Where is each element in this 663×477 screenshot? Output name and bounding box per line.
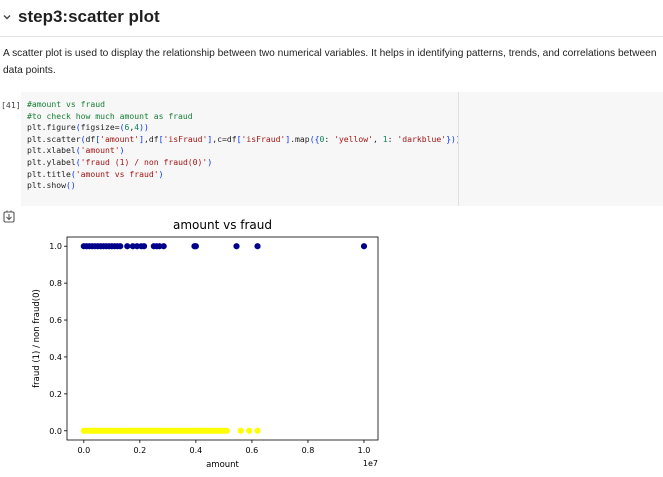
output-toggle-icon[interactable] [3, 210, 15, 223]
y-tick-label: 0.6 [49, 316, 62, 325]
data-point [223, 427, 230, 434]
data-point [237, 427, 244, 434]
code-line: plt.ylabel('fraud (1) / non fraud(0)') [27, 156, 213, 167]
y-tick-label: 0.4 [49, 353, 62, 362]
section-description: A scatter plot is used to display the re… [3, 48, 657, 76]
data-point [117, 243, 124, 250]
data-point [254, 427, 261, 434]
code-cell[interactable]: #amount vs fraud #to check how much amou… [21, 92, 663, 206]
x-offset-label: 1e7 [363, 459, 378, 468]
code-line: plt.scatter(df['amount'],df['isFraud'],c… [27, 133, 461, 144]
code-line: #to check how much amount as fraud [27, 110, 193, 121]
data-point [360, 243, 368, 250]
y-axis-label: fraud (1) / non fraud(0) [32, 289, 42, 388]
x-tick-label: 1.0 [358, 446, 371, 455]
code-editor[interactable]: #amount vs fraud #to check how much amou… [27, 99, 461, 192]
x-axis-label: amount [206, 460, 239, 470]
execution-count: [41] [1, 100, 21, 110]
data-point [140, 243, 148, 250]
x-axis: 0.0 0.2 0.4 0.6 0.8 1.0 [77, 440, 370, 455]
divider [0, 36, 663, 37]
scatter-plot: amount vs fraud 0.00.20.40.60.81.0 0.0 0.… [32, 218, 379, 470]
y-axis: 0.0 0.2 0.4 0.6 0.8 1.0 [49, 242, 67, 436]
x-tick-label: 0.4 [190, 446, 203, 455]
y-tick-label: 0.8 [49, 279, 62, 288]
code-line: plt.figure(figsize=(6,4)) [27, 122, 149, 133]
data-point [233, 243, 240, 250]
plot-area [66, 236, 379, 441]
data-point [192, 243, 199, 250]
data-point [246, 427, 253, 434]
x-tick-label: 0.2 [133, 446, 146, 455]
chevron-down-icon[interactable] [2, 12, 12, 22]
code-line: plt.xlabel('amount') [27, 145, 125, 156]
x-tick-label: 0.8 [302, 446, 315, 455]
y-tick-label: 0.2 [49, 390, 62, 399]
data-points [80, 243, 368, 434]
code-line: #amount vs fraud [27, 99, 105, 109]
data-point [124, 243, 131, 250]
x-tick-label: 0.6 [246, 446, 259, 455]
y-tick-label: 0.0 [49, 427, 62, 436]
code-line: plt.show() [27, 180, 76, 191]
data-point [254, 243, 261, 250]
section-title: step3:scatter plot [18, 7, 160, 26]
code-line: plt.title('amount vs fraud') [27, 168, 164, 179]
section-header[interactable]: step3:scatter plot [0, 4, 160, 30]
y-tick-label: 1.0 [49, 242, 62, 251]
data-point [160, 243, 167, 250]
code-divider [458, 92, 459, 206]
chart-title: amount vs fraud [173, 218, 272, 232]
x-tick-label: 0.0 [77, 446, 90, 455]
